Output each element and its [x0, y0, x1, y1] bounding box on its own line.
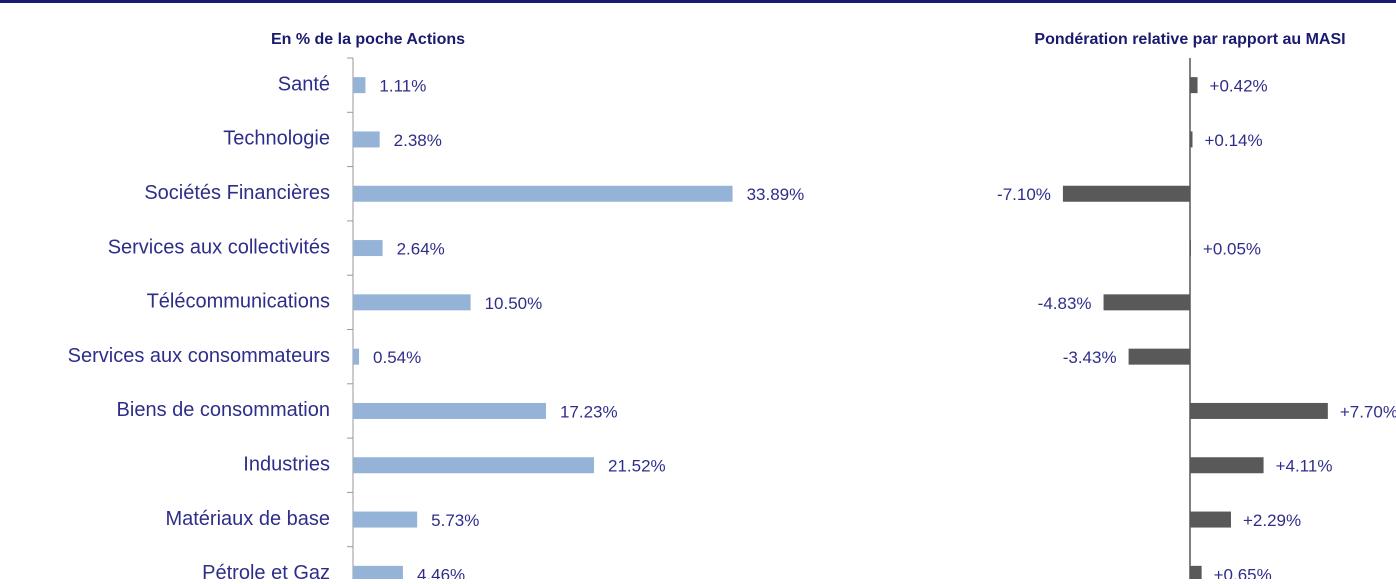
- value-label: 33.89%: [747, 185, 805, 204]
- value-label: +0.05%: [1203, 240, 1261, 259]
- bar: [1190, 402, 1328, 419]
- value-label: 10.50%: [485, 294, 543, 313]
- bar: [353, 457, 595, 474]
- chart-title: En % de la poche Actions: [271, 31, 465, 48]
- value-label: +4.11%: [1276, 457, 1333, 476]
- bar: [353, 240, 383, 257]
- bar: [353, 348, 360, 365]
- bar: [353, 294, 471, 311]
- value-label: 1.11%: [379, 77, 426, 96]
- bar: [1190, 565, 1202, 582]
- chart-title: Pondération relative par rapport au MASI: [1034, 31, 1345, 48]
- bar: [353, 565, 403, 582]
- value-label: 0.54%: [373, 348, 421, 367]
- value-label: 2.64%: [397, 240, 445, 259]
- bar: [1128, 348, 1190, 365]
- value-label: +7.70%: [1340, 402, 1396, 421]
- value-label: +0.14%: [1205, 131, 1263, 150]
- category-label: Technologie: [223, 128, 330, 150]
- bar: [1103, 294, 1190, 311]
- value-label: 4.46%: [417, 565, 465, 579]
- bar: [1190, 457, 1264, 474]
- value-label: 17.23%: [560, 402, 618, 421]
- category-label: Industries: [243, 454, 330, 476]
- bar: [353, 131, 380, 148]
- value-label: -3.43%: [1063, 348, 1117, 367]
- bar: [1062, 185, 1190, 202]
- bar: [1190, 240, 1191, 257]
- bar: [353, 185, 733, 202]
- value-label: 5.73%: [431, 511, 479, 530]
- bar: [1190, 511, 1231, 528]
- value-label: 21.52%: [608, 457, 666, 476]
- category-label: Services aux consommateurs: [68, 345, 330, 367]
- top-rule: [0, 0, 1396, 3]
- value-label: +2.29%: [1243, 511, 1301, 530]
- category-label: Matériaux de base: [165, 508, 330, 530]
- value-label: -7.10%: [997, 185, 1051, 204]
- bar: [1190, 77, 1198, 94]
- category-label: Services aux collectivités: [108, 236, 330, 258]
- value-label: 2.38%: [394, 131, 442, 150]
- category-label: Biens de consommation: [117, 399, 330, 421]
- bar: [353, 77, 366, 94]
- value-label: +0.42%: [1210, 77, 1268, 96]
- category-label: Santé: [278, 73, 330, 95]
- bar: [353, 402, 546, 419]
- category-label: Télécommunications: [147, 291, 330, 313]
- value-label: -4.83%: [1038, 294, 1092, 313]
- category-label: Pétrole et Gaz: [202, 562, 330, 579]
- bar: [353, 511, 418, 528]
- category-label: Sociétés Financières: [144, 182, 330, 204]
- bar: [1190, 131, 1193, 148]
- value-label: +0.65%: [1214, 565, 1272, 579]
